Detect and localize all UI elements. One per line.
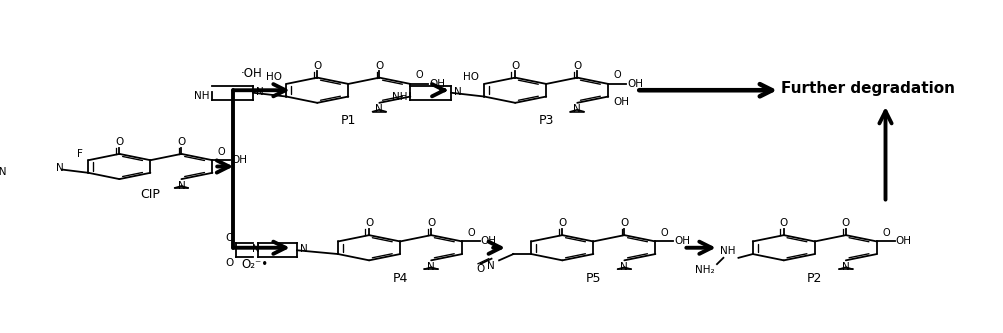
Text: O₂⁻•: O₂⁻• (241, 258, 268, 271)
Text: O: O (558, 218, 566, 228)
Text: O: O (115, 137, 123, 147)
Text: N: N (842, 262, 849, 272)
Text: N: N (453, 87, 461, 97)
Text: O: O (882, 228, 889, 238)
Text: N: N (300, 244, 307, 254)
Text: O: O (218, 147, 226, 157)
Text: ·OH: ·OH (241, 67, 263, 80)
Text: O: O (313, 61, 321, 71)
Text: CIP: CIP (140, 188, 160, 201)
Text: OH: OH (480, 236, 496, 246)
Text: O: O (226, 258, 234, 268)
Text: P4: P4 (392, 272, 407, 285)
Text: OH: OH (626, 79, 642, 89)
Text: N: N (256, 87, 264, 97)
Text: O: O (475, 264, 483, 274)
Text: OH: OH (673, 236, 689, 246)
Text: HO: HO (266, 72, 281, 82)
Text: N: N (178, 181, 186, 191)
Text: O: O (178, 137, 186, 147)
Text: O: O (375, 61, 383, 71)
Text: O: O (573, 61, 581, 71)
Text: N: N (573, 105, 581, 115)
Text: OH: OH (895, 236, 911, 246)
Text: N: N (252, 244, 259, 254)
Text: NH₂: NH₂ (694, 265, 713, 275)
Text: NH: NH (719, 246, 735, 256)
Text: O: O (511, 61, 519, 71)
Text: OH: OH (428, 79, 444, 89)
Text: N: N (427, 262, 434, 272)
Text: HO: HO (463, 72, 479, 82)
Text: NH: NH (194, 91, 209, 101)
Text: O: O (467, 228, 474, 238)
Text: P5: P5 (585, 272, 601, 285)
Text: N: N (375, 105, 383, 115)
Text: O: O (841, 218, 850, 228)
Text: HN: HN (0, 167, 7, 177)
Text: P2: P2 (806, 272, 821, 285)
Text: O: O (426, 218, 435, 228)
Text: O: O (660, 228, 668, 238)
Text: O: O (226, 233, 234, 243)
Text: O: O (613, 70, 621, 80)
Text: O: O (415, 70, 423, 80)
Text: N: N (620, 262, 628, 272)
Text: O: O (365, 218, 373, 228)
Text: F: F (77, 149, 82, 159)
Text: OH: OH (231, 155, 247, 165)
Text: N: N (486, 261, 493, 271)
Text: O: O (620, 218, 628, 228)
Text: P3: P3 (538, 114, 554, 127)
Text: P1: P1 (340, 114, 356, 127)
Text: N: N (56, 163, 64, 172)
Text: O: O (779, 218, 787, 228)
Text: NH: NH (391, 92, 406, 102)
Text: OH: OH (613, 97, 628, 107)
Text: Further degradation: Further degradation (780, 81, 954, 96)
